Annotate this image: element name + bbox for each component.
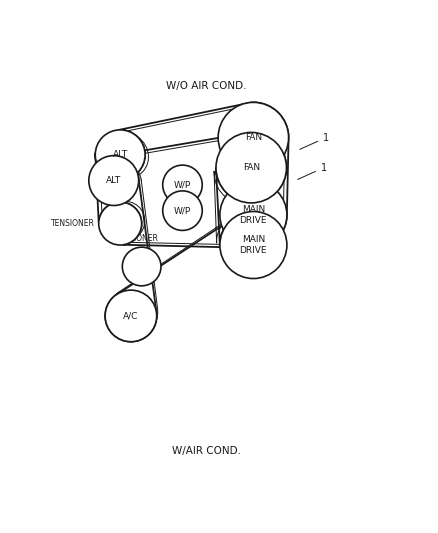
Text: TENSIONER: TENSIONER xyxy=(50,219,95,228)
Text: 1: 1 xyxy=(300,133,329,149)
Text: W/P: W/P xyxy=(174,206,191,215)
Circle shape xyxy=(95,130,145,180)
Circle shape xyxy=(122,247,161,286)
Text: W/P: W/P xyxy=(174,180,191,189)
Circle shape xyxy=(220,212,287,279)
Circle shape xyxy=(162,191,202,230)
Text: ALT: ALT xyxy=(106,176,121,185)
Circle shape xyxy=(105,290,157,342)
Text: MAIN
DRIVE: MAIN DRIVE xyxy=(240,205,267,224)
Circle shape xyxy=(99,202,141,245)
Text: A/C: A/C xyxy=(123,311,138,320)
Circle shape xyxy=(162,165,202,205)
Text: MAIN
DRIVE: MAIN DRIVE xyxy=(240,235,267,255)
Text: W/O AIR COND.: W/O AIR COND. xyxy=(166,81,246,91)
Text: TENSIONER: TENSIONER xyxy=(116,234,159,243)
Text: 1: 1 xyxy=(297,163,327,180)
Circle shape xyxy=(89,156,139,206)
Text: FAN: FAN xyxy=(243,163,260,172)
Circle shape xyxy=(220,181,287,248)
Text: W/AIR COND.: W/AIR COND. xyxy=(172,446,240,456)
Text: ALT: ALT xyxy=(113,150,128,159)
Circle shape xyxy=(218,102,289,173)
Circle shape xyxy=(216,132,286,203)
Text: FAN: FAN xyxy=(245,133,262,142)
